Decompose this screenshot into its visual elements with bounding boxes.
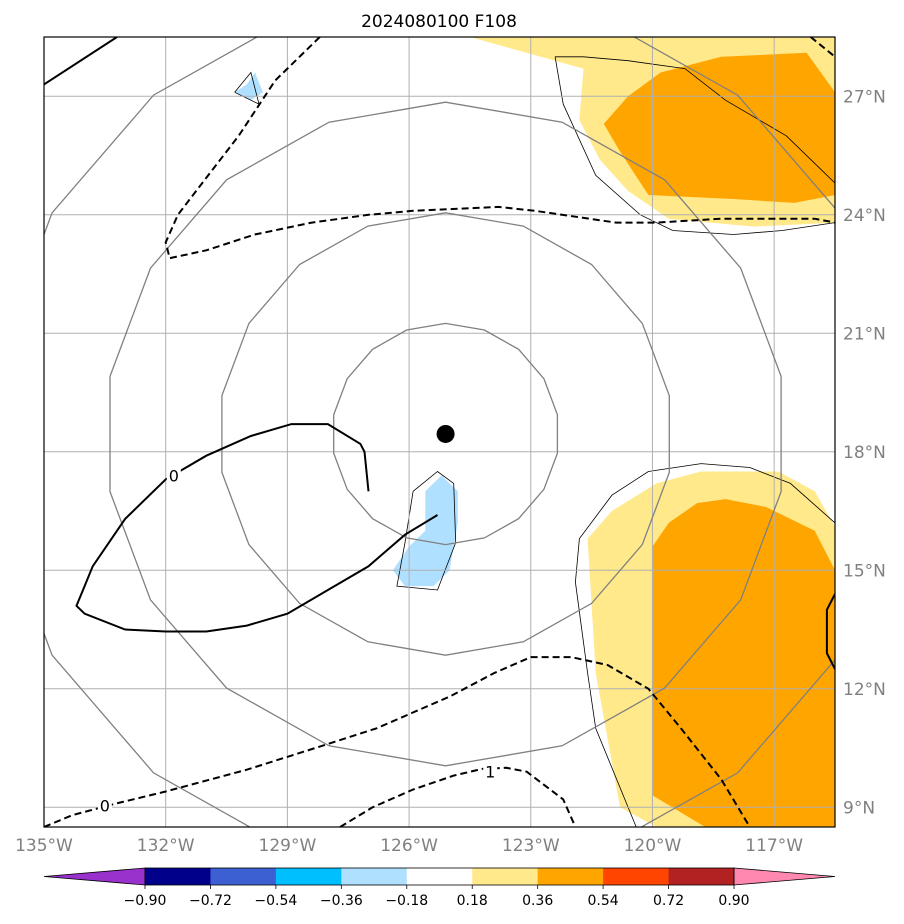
colorbar-bin-4: [406, 868, 473, 885]
region-outline-3: [396, 470, 457, 591]
colorbar-label-2: −0.54: [254, 893, 297, 909]
solid-contour-0: [44, 37, 118, 86]
x-tick-label-5: 120°W: [624, 836, 682, 856]
colorbar-label-1: −0.72: [189, 893, 232, 909]
colorbar-bin-5: [472, 868, 539, 885]
colorbar-extend-low: [43, 867, 146, 886]
x-tick-labels: 135°W 132°W 129°W 126°W 123°W 120°W 117°W: [15, 836, 803, 856]
plot-frame: [43, 36, 836, 828]
range-rings: [44, 37, 835, 827]
solid-contour-2: [825, 593, 835, 670]
range-ring-3: [44, 37, 835, 827]
colorbar-extend-high: [733, 867, 836, 886]
map-plot-area: 0 1 0: [43, 36, 836, 828]
colorbar-label-7: 0.54: [588, 893, 619, 909]
dashed-contour-label-1: 0: [100, 796, 110, 815]
y-tick-label-0: 9°N: [843, 798, 875, 818]
y-tick-label-5: 24°N: [843, 206, 886, 226]
colorbar-bin-7: [603, 868, 670, 885]
colorbar-bin-6: [537, 868, 604, 885]
y-tick-labels: 9°N 12°N 15°N 18°N 21°N 24°N 27°N: [843, 87, 886, 818]
colorbar-frame: [144, 867, 735, 886]
dashed-contour-3: [810, 37, 835, 58]
x-tick-label-0: 135°W: [15, 836, 73, 856]
colorbar-label-5: 0.18: [457, 893, 488, 909]
y-tick-label-6: 27°N: [843, 87, 886, 107]
solid-contour-label-bg-1: [166, 466, 181, 484]
colorbar-label-6: 0.36: [522, 893, 553, 909]
colorbar-bin-0: [145, 868, 211, 885]
colorbar: −0.90 −0.72 −0.54 −0.36 −0.18 0.18 0.36 0.54 0.7…: [43, 867, 836, 909]
gridlines: [44, 37, 835, 827]
colorbar-label-4: −0.18: [385, 893, 428, 909]
y-tick-label-4: 21°N: [843, 324, 886, 344]
range-ring-2: [109, 101, 782, 767]
y-tick-label-2: 15°N: [843, 561, 886, 581]
shaded-region-3: [652, 499, 835, 827]
colorbar-label-3: −0.36: [320, 893, 363, 909]
solid-contour-label-1: 0: [169, 466, 179, 485]
dashed-contour-0: [164, 37, 835, 260]
storm-center-marker: [436, 424, 455, 443]
dashed-contour-1: [44, 656, 751, 827]
colorbar-bin-3: [341, 868, 408, 885]
y-tick-label-3: 18°N: [843, 443, 886, 463]
range-ring-0: [333, 322, 559, 546]
y-tick-label-1: 12°N: [843, 680, 886, 700]
contours: 0 1 0: [44, 37, 835, 827]
region-outline-4: [234, 71, 260, 105]
x-tick-label-2: 129°W: [259, 836, 317, 856]
x-tick-label-6: 117°W: [745, 836, 803, 856]
colorbar-bin-2: [275, 868, 342, 885]
x-tick-label-4: 123°W: [502, 836, 560, 856]
dashed-contour-label-bg-2: [483, 762, 498, 780]
range-ring-1: [221, 212, 670, 656]
solid-contour-1: [75, 423, 439, 633]
colorbar-label-8: 0.72: [653, 893, 684, 909]
x-tick-label-1: 132°W: [137, 836, 195, 856]
region-outline-2: [574, 463, 835, 827]
shaded-region-1: [603, 52, 835, 203]
colorbar-label-0: −0.90: [124, 893, 167, 909]
chart-title: 2024080100 F108: [361, 12, 517, 32]
colorbar-bin-8: [668, 868, 735, 885]
colorbar-bin-1: [210, 868, 277, 885]
dashed-contour-2: [339, 766, 577, 827]
region-outline-0: [555, 56, 835, 184]
colorbar-label-9: 0.90: [718, 893, 749, 909]
dashed-contour-label-2: 1: [485, 763, 495, 782]
dashed-contour-label-bg-1: [97, 796, 112, 814]
storm-center: [436, 424, 455, 443]
x-tick-label-3: 126°W: [380, 836, 438, 856]
